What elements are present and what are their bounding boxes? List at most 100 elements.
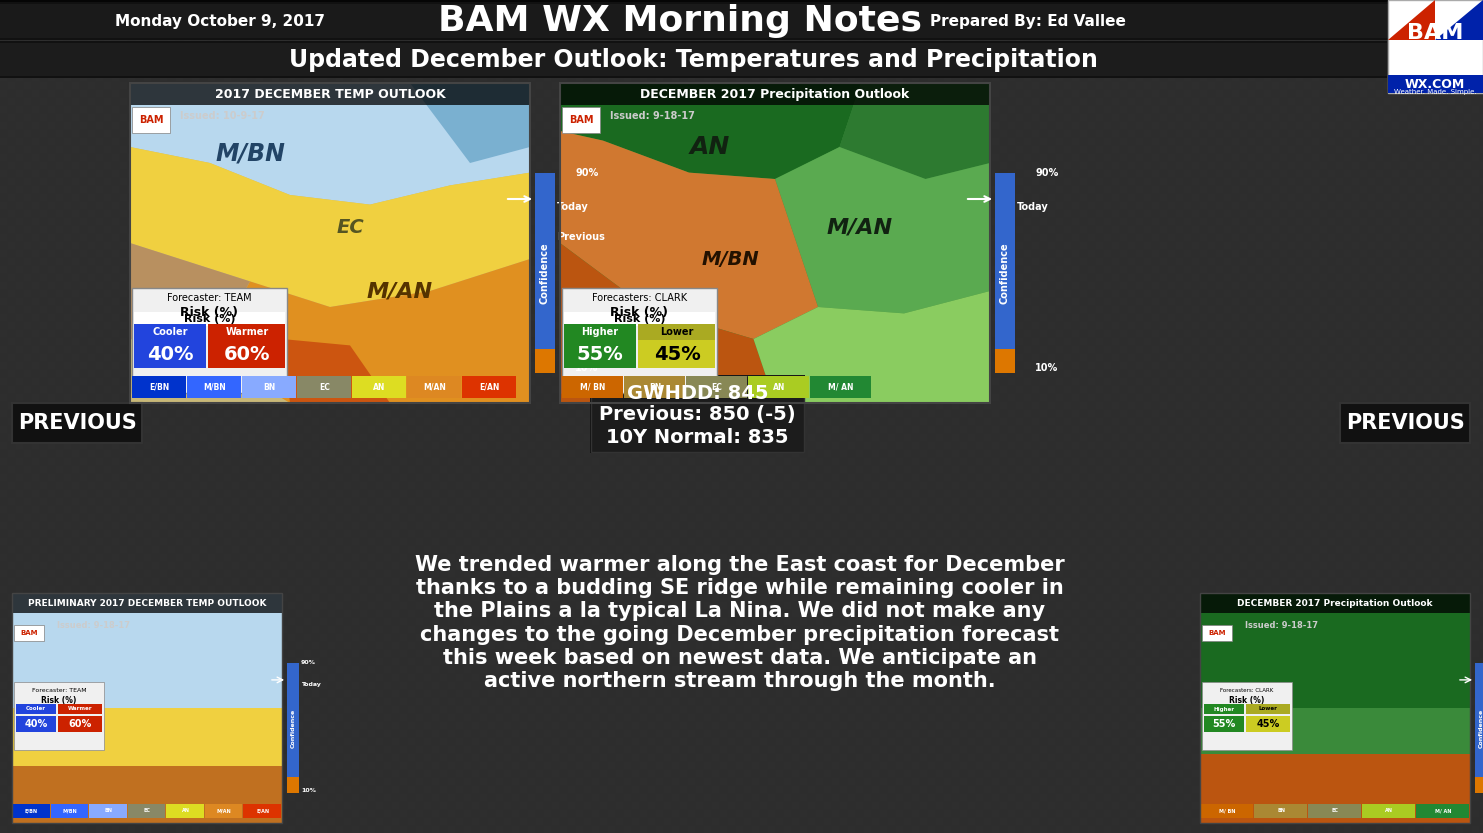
Bar	[945, 570, 951, 577]
Bar	[144, 186, 151, 193]
Bar	[1169, 474, 1175, 481]
Bar	[1176, 802, 1183, 809]
Text: 90%: 90%	[575, 168, 598, 178]
Bar	[1112, 674, 1120, 681]
Bar	[87, 162, 95, 169]
Bar	[7, 226, 15, 233]
Bar	[1023, 682, 1031, 689]
Bar	[608, 650, 615, 657]
Bar	[191, 522, 199, 529]
Bar	[400, 554, 406, 561]
Bar	[1232, 810, 1238, 817]
Bar	[1103, 266, 1111, 273]
Bar	[217, 274, 222, 281]
Bar	[521, 146, 526, 153]
Bar	[160, 74, 168, 81]
Bar	[1280, 394, 1287, 401]
Bar	[1272, 738, 1278, 745]
Bar	[1183, 554, 1191, 561]
Bar	[1384, 114, 1391, 121]
Bar	[785, 762, 790, 769]
Bar	[24, 706, 31, 713]
Bar	[1416, 658, 1424, 665]
Bar	[1344, 426, 1351, 433]
Bar	[217, 418, 222, 425]
Bar	[1473, 186, 1479, 193]
Bar	[615, 18, 623, 25]
Bar	[632, 178, 639, 185]
Bar	[696, 98, 703, 105]
Bar	[1103, 218, 1111, 225]
Bar	[1152, 778, 1160, 785]
Bar	[1416, 146, 1424, 153]
Bar	[919, 2, 927, 9]
Bar	[264, 738, 271, 745]
Bar	[1056, 202, 1063, 209]
Bar	[1367, 402, 1375, 409]
Bar	[744, 658, 750, 665]
Bar	[848, 650, 856, 657]
Bar	[1416, 194, 1424, 201]
Bar	[936, 2, 943, 9]
Bar	[64, 202, 71, 209]
Bar	[976, 586, 983, 593]
Bar	[1256, 290, 1264, 297]
Bar	[785, 490, 790, 497]
Bar	[1360, 378, 1367, 385]
Bar	[736, 442, 743, 449]
Bar	[40, 402, 47, 409]
Bar	[464, 682, 472, 689]
Bar	[472, 530, 479, 537]
Bar	[1120, 426, 1127, 433]
Bar	[1072, 826, 1080, 833]
Bar	[896, 74, 903, 81]
Bar	[512, 666, 519, 673]
Bar	[7, 418, 15, 425]
Bar	[271, 10, 279, 17]
Bar	[919, 690, 927, 697]
Bar	[905, 322, 911, 329]
Bar	[472, 786, 479, 793]
Bar	[7, 370, 15, 377]
Bar	[1143, 34, 1151, 41]
Bar	[1080, 498, 1087, 505]
Bar	[648, 146, 655, 153]
Bar	[704, 122, 710, 129]
Bar	[0, 218, 7, 225]
Bar	[440, 818, 446, 825]
Bar	[1272, 306, 1278, 313]
Bar	[1344, 138, 1351, 145]
Bar	[392, 626, 399, 633]
Bar	[960, 266, 967, 273]
Bar	[1200, 394, 1207, 401]
Bar	[64, 170, 71, 177]
Bar	[839, 162, 847, 169]
Bar	[1040, 810, 1047, 817]
Bar	[1400, 418, 1407, 425]
Bar	[47, 730, 55, 737]
Bar	[40, 178, 47, 185]
Bar	[96, 762, 102, 769]
Bar	[1223, 562, 1231, 569]
Bar	[424, 354, 432, 361]
Bar	[1200, 266, 1207, 273]
Bar	[80, 490, 87, 497]
Bar	[1407, 394, 1415, 401]
Bar	[176, 122, 182, 129]
Bar	[945, 618, 951, 625]
Bar	[360, 786, 366, 793]
Bar	[1393, 634, 1398, 641]
Bar	[80, 426, 87, 433]
Bar	[664, 34, 670, 41]
Bar	[1464, 802, 1471, 809]
Bar	[888, 354, 896, 361]
Bar	[584, 594, 592, 601]
Bar	[33, 682, 39, 689]
Bar	[304, 202, 311, 209]
Bar	[1424, 458, 1431, 465]
Bar	[919, 642, 927, 649]
Bar	[73, 722, 79, 729]
Bar	[1200, 346, 1207, 353]
Bar	[1280, 170, 1287, 177]
Bar	[240, 378, 248, 385]
